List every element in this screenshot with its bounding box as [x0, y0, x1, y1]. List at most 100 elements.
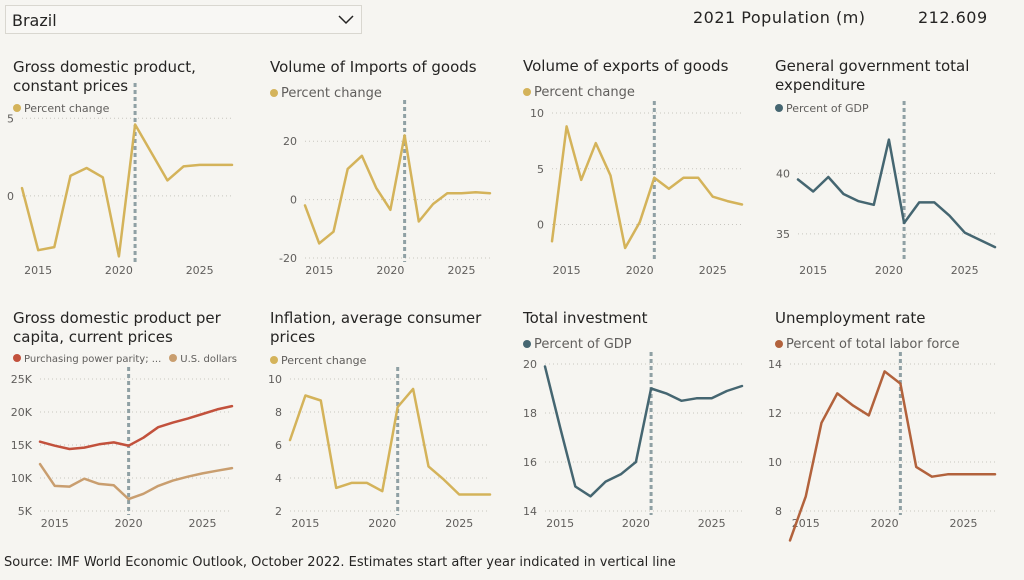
legend-item[interactable]: Percent change [13, 102, 109, 115]
y-tick-label: 15K [11, 439, 33, 452]
chart-legend: Percent of total labor force [775, 337, 968, 352]
x-tick-label: 2015 [799, 264, 827, 277]
y-tick-label: 10 [768, 456, 782, 469]
population-label: 2021 Population (m) [693, 8, 866, 27]
x-tick-label: 2020 [105, 264, 133, 277]
series-line[interactable] [38, 462, 234, 501]
x-tick-label: 2015 [553, 264, 581, 277]
y-tick-label: 18 [523, 407, 537, 420]
chart-title: Total investment [523, 309, 648, 327]
chart-legend: Percent of GDP [775, 102, 877, 115]
legend-marker [523, 87, 531, 96]
x-tick-label: 2025 [186, 264, 214, 277]
chart-title: Volume of exports of goods [523, 57, 729, 75]
legend-label: U.S. dollars [180, 354, 237, 365]
x-tick-label: 2020 [875, 264, 903, 277]
legend-item[interactable]: U.S. dollars [169, 354, 237, 365]
y-tick-label: 5 [7, 112, 14, 125]
series-line[interactable] [796, 138, 997, 249]
chart-plot: 8 10 12 14 2015 2020 2025 [768, 352, 997, 542]
x-tick-label: 2025 [949, 517, 977, 530]
legend-label: Percent of GDP [534, 337, 632, 352]
x-tick-label: 2025 [445, 517, 473, 530]
y-tick-label: 10 [530, 107, 544, 120]
legend-item[interactable]: Percent change [270, 86, 382, 101]
series-line[interactable] [550, 125, 744, 250]
chart-plot: 0 5 2015 2020 2025 [7, 83, 234, 277]
x-tick-label: 2015 [41, 517, 69, 530]
y-tick-label: 12 [768, 407, 782, 420]
x-tick-label: 2015 [546, 517, 574, 530]
legend-label: Purchasing power parity; ... [24, 354, 162, 365]
series-line[interactable] [543, 365, 744, 498]
y-tick-label: 0 [7, 190, 14, 203]
legend-label: Percent of GDP [786, 102, 869, 115]
chart-title: Gross domestic product, constant prices [13, 58, 196, 95]
x-tick-label: 2025 [448, 264, 476, 277]
chart-plot: 0 5 10 2015 2020 2025 [530, 101, 744, 277]
x-tick-label: 2015 [24, 264, 52, 277]
x-tick-label: 2020 [368, 517, 396, 530]
y-tick-label: 5 [537, 163, 544, 176]
chart-title: Inflation, average consumer prices [270, 309, 482, 346]
x-tick-label: 2025 [951, 264, 979, 277]
x-tick-label: 2015 [792, 517, 820, 530]
legend-item[interactable]: Percent change [523, 85, 635, 100]
y-tick-label: 8 [275, 406, 282, 419]
x-tick-label: 2025 [699, 264, 727, 277]
country-select[interactable]: Brazil [5, 5, 362, 34]
series-line[interactable] [288, 387, 492, 496]
x-tick-label: 2025 [698, 517, 726, 530]
chart-legend: Percent change [13, 102, 117, 115]
legend-label: Percent of total labor force [786, 337, 960, 352]
legend-label: Percent change [281, 86, 382, 101]
series-line[interactable] [38, 404, 234, 451]
legend-marker [775, 339, 783, 348]
y-tick-label: 6 [275, 439, 282, 452]
y-tick-label: 20K [11, 406, 33, 419]
series-line[interactable] [20, 123, 234, 258]
legend-item[interactable]: Purchasing power parity; ... [13, 354, 161, 365]
chart-legend: Purchasing power parity; ... U.S. dollars [13, 354, 245, 365]
chart-legend: Percent change [270, 86, 390, 101]
legend-item[interactable]: Percent of GDP [523, 337, 632, 352]
legend-label: Percent change [534, 85, 635, 100]
chevron-down-icon [338, 15, 354, 25]
x-tick-label: 2020 [871, 517, 899, 530]
series-line[interactable] [303, 134, 492, 245]
legend-marker [775, 104, 783, 112]
series-line[interactable] [788, 370, 997, 542]
y-tick-label: 10 [268, 373, 282, 386]
y-tick-label: 4 [275, 472, 282, 485]
y-tick-label: 14 [768, 358, 782, 371]
y-tick-label: 8 [775, 505, 782, 518]
x-tick-label: 2015 [305, 264, 333, 277]
chart-plot: 14 16 18 20 2015 2020 2025 [523, 352, 744, 530]
x-tick-label: 2015 [291, 517, 319, 530]
legend-marker [270, 356, 278, 364]
x-tick-label: 2025 [188, 517, 216, 530]
y-tick-label: 14 [523, 505, 537, 518]
x-tick-label: 2020 [626, 264, 654, 277]
legend-item[interactable]: Percent of GDP [775, 102, 869, 115]
legend-label: Percent change [24, 102, 110, 115]
legend-marker [13, 104, 21, 112]
chart-plot: 2 4 6 8 10 2015 2020 2025 [268, 367, 492, 530]
y-tick-label: 0 [290, 194, 297, 207]
x-tick-label: 2020 [622, 517, 650, 530]
y-tick-label: 35 [776, 228, 790, 241]
chart-legend: Percent of GDP [523, 337, 640, 352]
chart-title: General government total expenditure [775, 57, 970, 94]
chart-title: Unemployment rate [775, 309, 926, 327]
legend-marker [169, 354, 178, 362]
legend-item[interactable]: Percent of total labor force [775, 337, 960, 352]
country-select-value: Brazil [12, 11, 57, 30]
legend-item[interactable]: Percent change [270, 354, 366, 367]
y-tick-label: 40 [776, 167, 790, 180]
chart-legend: Percent change [270, 354, 374, 367]
legend-label: Percent change [281, 354, 367, 367]
source-note: Source: IMF World Economic Outlook, Octo… [4, 555, 676, 570]
chart-title: Volume of Imports of goods [270, 58, 477, 76]
population-value: 212.609 [918, 8, 988, 27]
